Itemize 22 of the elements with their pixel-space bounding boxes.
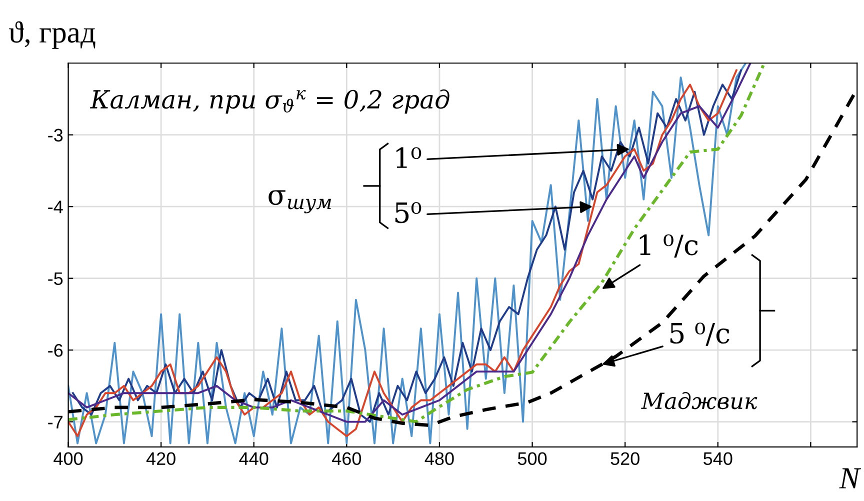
y-axis-title: ϑ, град	[9, 21, 96, 49]
x-tick-label: 460	[332, 452, 362, 466]
y-tick-label: -6	[48, 344, 63, 357]
x-tick-label: 420	[146, 452, 176, 466]
x-axis-title: N	[839, 468, 862, 488]
annotation: 5 ⁰/с	[670, 322, 730, 346]
annotation: 5⁰	[395, 202, 422, 224]
x-tick-label: 520	[610, 452, 640, 466]
x-tick-label: 440	[239, 452, 268, 466]
annotation: 1⁰	[396, 147, 422, 168]
x-tick-label: 400	[54, 452, 83, 466]
y-tick-label: -4	[48, 200, 63, 214]
annotation: σ$_{шум}$	[268, 190, 331, 214]
y-tick-label: -3	[48, 128, 63, 142]
annotation: 1 ⁰/с	[640, 234, 698, 258]
x-tick-label: 540	[704, 452, 732, 466]
annotation: Калман, при σ$_{ϑ}$$^{к}$ = 0,2 град	[90, 89, 450, 114]
x-tick-label: 480	[424, 452, 454, 466]
x-tick-label: 500	[518, 452, 547, 466]
y-tick-label: -7	[48, 416, 62, 428]
annotation: Маджвик	[641, 392, 758, 410]
y-tick-label: -5	[48, 272, 63, 286]
